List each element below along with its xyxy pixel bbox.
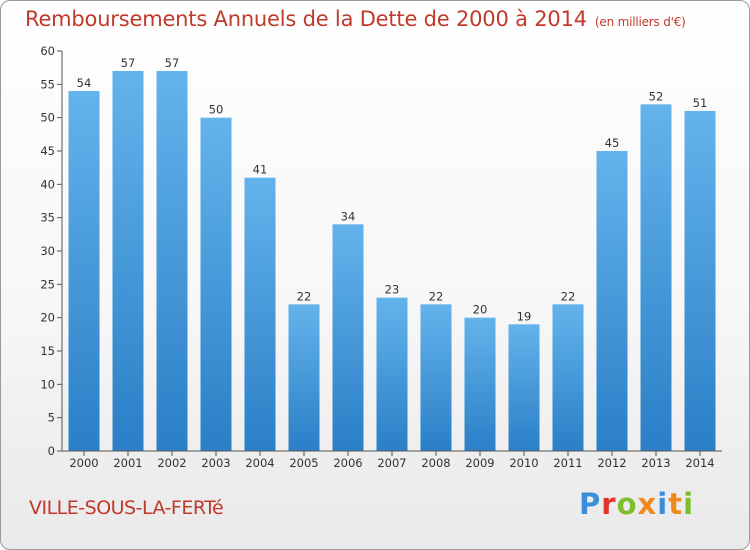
bar-value-label: 23 <box>385 283 400 297</box>
y-tick-label: 60 <box>40 44 55 58</box>
y-tick-label: 45 <box>40 144 55 158</box>
x-tick-label: 2010 <box>509 456 538 470</box>
bar-value-label: 41 <box>253 163 268 177</box>
bar-value-label: 20 <box>473 303 488 317</box>
bar <box>464 317 496 451</box>
chart-title: Remboursements Annuels de la Dette de 20… <box>25 7 686 31</box>
bar <box>508 324 540 451</box>
y-tick: 60 <box>40 44 62 58</box>
proxiti-logo: Proxiti <box>579 487 695 521</box>
x-tick-label: 2011 <box>553 456 582 470</box>
x-tick-label: 2001 <box>113 456 142 470</box>
y-tick-label: 35 <box>40 211 55 225</box>
x-tick: 2008 <box>421 451 451 470</box>
y-tick: 55 <box>40 77 62 91</box>
x-tick-label: 2005 <box>289 456 318 470</box>
x-tick: 2005 <box>289 451 319 470</box>
bar <box>200 117 232 452</box>
x-tick-label: 2009 <box>465 456 494 470</box>
y-tick: 35 <box>40 211 62 225</box>
bar <box>376 297 408 451</box>
x-tick: 2010 <box>509 451 539 470</box>
chart-title-text: Remboursements Annuels de la Dette de 20… <box>25 7 587 31</box>
y-axis: 0 5 10 15 20 25 30 35 40 45 50 55 60 <box>40 44 63 458</box>
y-tick: 25 <box>40 277 62 291</box>
bar-value-label: 22 <box>561 289 576 303</box>
bar <box>156 71 188 451</box>
bar-value-label: 51 <box>693 96 708 110</box>
unit-note: (en milliers d'€) <box>594 15 686 29</box>
y-tick: 20 <box>40 311 62 325</box>
y-tick-label: 55 <box>40 77 55 91</box>
x-axis: 2000 2001 2002 2003 2004 2005 2006 2007 2008 2009… <box>62 450 722 470</box>
y-tick-label: 20 <box>40 311 55 325</box>
bar-value-label: 22 <box>297 289 312 303</box>
y-tick-label: 0 <box>48 444 55 458</box>
bar-series: 54 57 57 50 41 22 34 23 22 20 19 22 45 52 51 <box>68 56 716 452</box>
y-tick: 40 <box>40 177 62 191</box>
bar-value-label: 57 <box>121 56 136 70</box>
bar-value-label: 57 <box>165 56 180 70</box>
y-tick: 0 <box>48 444 62 458</box>
bar-value-label: 19 <box>517 309 532 323</box>
x-tick: 2006 <box>333 451 363 470</box>
x-tick-label: 2000 <box>69 456 98 470</box>
x-tick: 2011 <box>553 451 583 470</box>
x-tick: 2014 <box>685 451 715 470</box>
x-tick: 2003 <box>201 451 231 470</box>
y-tick-label: 5 <box>48 411 55 425</box>
bar <box>552 304 584 451</box>
bar <box>684 111 716 451</box>
bar <box>640 104 672 451</box>
x-tick-label: 2004 <box>245 456 274 470</box>
x-tick-label: 2013 <box>641 456 670 470</box>
x-tick: 2007 <box>377 451 407 470</box>
y-tick-label: 40 <box>40 177 55 191</box>
x-tick: 2002 <box>157 451 187 470</box>
y-tick-label: 15 <box>40 344 55 358</box>
x-tick-label: 2008 <box>421 456 450 470</box>
x-tick: 2012 <box>597 451 627 470</box>
bar <box>332 224 364 451</box>
x-tick-label: 2006 <box>333 456 362 470</box>
bar <box>68 91 100 451</box>
x-tick: 2000 <box>69 451 99 470</box>
x-tick-label: 2007 <box>377 456 406 470</box>
bar-value-label: 45 <box>605 136 620 150</box>
bar <box>596 151 628 451</box>
y-tick: 15 <box>40 344 62 358</box>
bar-value-label: 52 <box>649 89 664 103</box>
y-tick-label: 10 <box>40 377 55 391</box>
y-tick-label: 30 <box>40 244 55 258</box>
y-tick-label: 25 <box>40 277 55 291</box>
bar-value-label: 50 <box>209 103 224 117</box>
y-tick: 45 <box>40 144 62 158</box>
x-tick-label: 2014 <box>685 456 714 470</box>
y-tick: 50 <box>40 111 62 125</box>
x-tick-label: 2003 <box>201 456 230 470</box>
bar <box>288 304 320 451</box>
bar-value-label: 34 <box>341 209 356 223</box>
y-tick-label: 50 <box>40 111 55 125</box>
bar-value-label: 54 <box>77 76 92 90</box>
y-tick: 10 <box>40 377 62 391</box>
x-tick-label: 2012 <box>597 456 626 470</box>
x-tick: 2004 <box>245 451 275 470</box>
x-tick: 2009 <box>465 451 495 470</box>
bar-value-label: 22 <box>429 289 444 303</box>
x-tick-label: 2002 <box>157 456 186 470</box>
bar <box>244 177 276 451</box>
bar <box>420 304 452 451</box>
x-tick: 2013 <box>641 451 671 470</box>
city-name: VILLE-SOUS-LA-FERTé <box>29 497 224 519</box>
y-tick: 30 <box>40 244 62 258</box>
x-tick: 2001 <box>113 451 143 470</box>
y-tick: 5 <box>48 411 62 425</box>
bar <box>112 71 144 451</box>
